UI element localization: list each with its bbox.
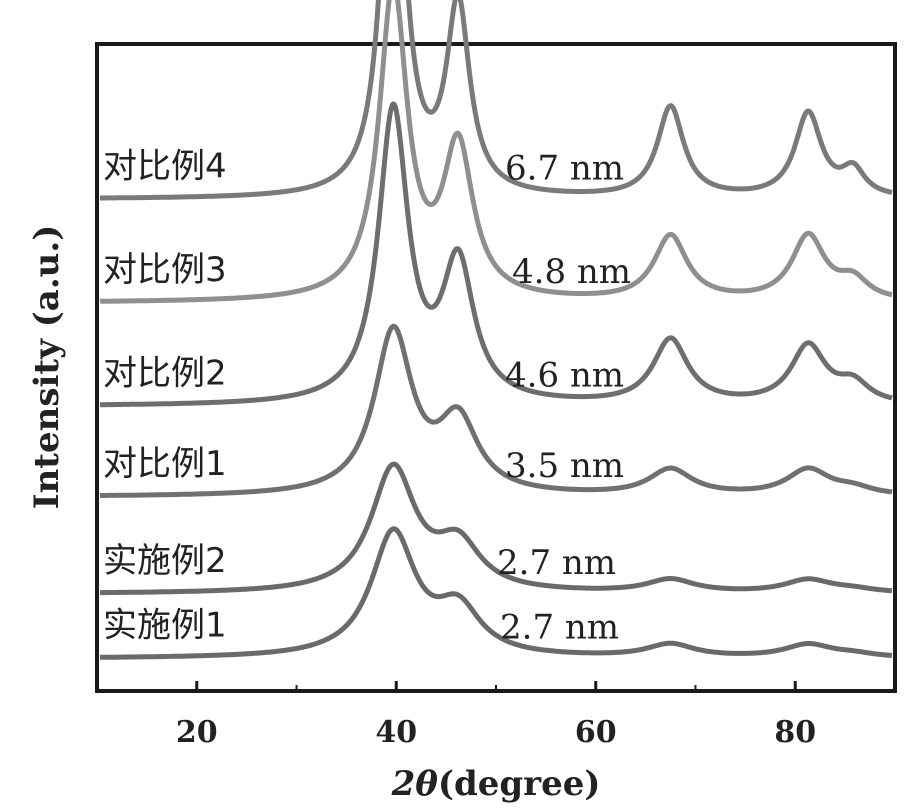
series-label: 对比例2 bbox=[103, 353, 227, 393]
series-label: 对比例4 bbox=[103, 146, 227, 186]
x-tick-label: 40 bbox=[375, 715, 417, 750]
crystallite-size-label: 2.7 nm bbox=[497, 543, 616, 583]
series-label: 对比例3 bbox=[103, 250, 227, 290]
crystallite-size-label: 4.6 nm bbox=[505, 355, 624, 395]
series-layer: 对比例4 6.7 nm 对比例3 4.8 nm 对比例2 4.6 nm 对比例1 3.5 nm… bbox=[100, 0, 892, 657]
series-label: 实施例2 bbox=[103, 541, 227, 581]
crystallite-size-label: 6.7 nm bbox=[505, 148, 624, 188]
x-axis-unit: (degree) bbox=[438, 764, 601, 804]
x-tick-label: 20 bbox=[176, 715, 218, 750]
series-label: 对比例1 bbox=[103, 444, 227, 484]
crystallite-size-label: 3.5 nm bbox=[505, 446, 624, 486]
x-axis-symbol: 2θ bbox=[391, 764, 439, 804]
y-axis-title: Intensity (a.u.) bbox=[27, 225, 67, 510]
crystallite-size-label: 2.7 nm bbox=[500, 608, 619, 648]
x-tick-label: 60 bbox=[575, 715, 617, 750]
crystallite-size-label: 4.8 nm bbox=[512, 252, 631, 292]
x-tick-label: 80 bbox=[774, 715, 816, 750]
series-label: 实施例1 bbox=[103, 606, 227, 646]
x-axis-title: 2θ(degree) bbox=[391, 764, 601, 804]
